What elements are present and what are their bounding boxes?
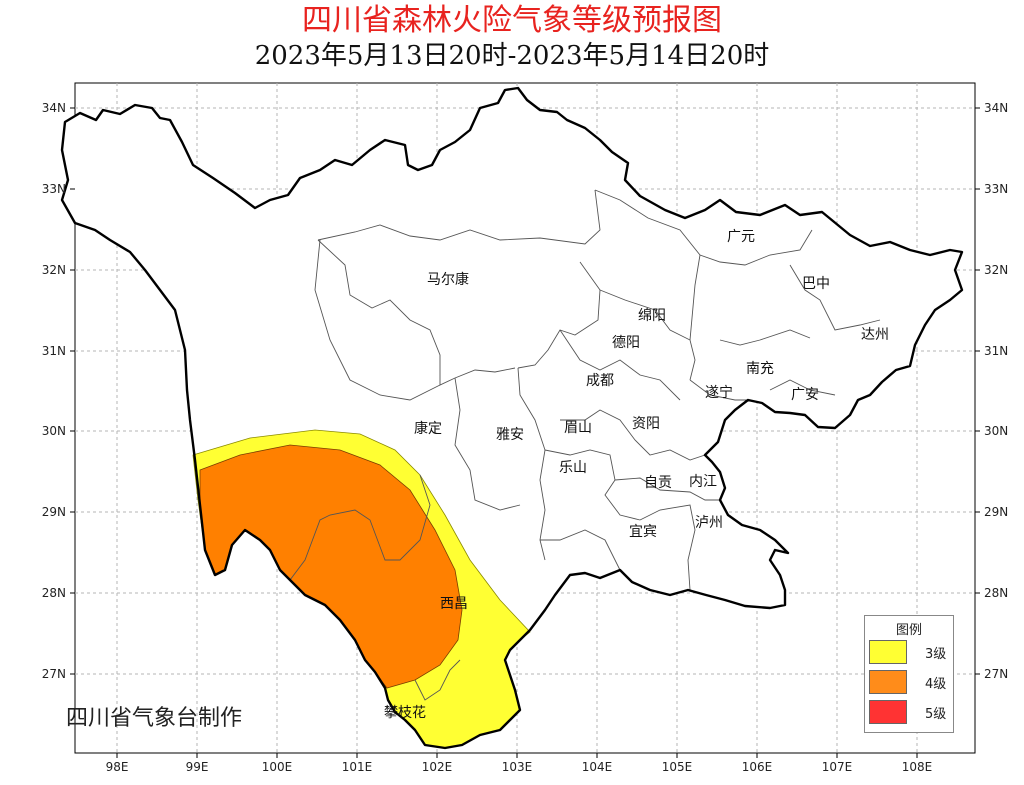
city-label-nanchong: 南充: [746, 361, 774, 377]
city-label-suining: 遂宁: [705, 384, 733, 401]
city-label-chengdu: 成都: [586, 373, 614, 389]
city-label-luzhou: 泸州: [695, 515, 723, 531]
y-tick-label: 27N: [984, 667, 1008, 681]
legend-item: 3级: [865, 637, 953, 667]
city-label-yaan: 雅安: [496, 427, 524, 443]
legend-swatch-level-4: [869, 670, 907, 694]
city-label-dazhou: 达州: [861, 327, 889, 343]
y-tick-label: 31N: [984, 344, 1008, 358]
city-label-xichang: 西昌: [440, 596, 468, 612]
y-axis-labels-right: 34N 33N 32N 31N 30N 29N 28N 27N: [984, 101, 1008, 681]
y-tick-label: 28N: [42, 586, 66, 600]
city-label-guangyuan: 广元: [727, 229, 755, 245]
y-tick-label: 30N: [42, 424, 66, 438]
city-label-maerkang: 马尔康: [427, 271, 469, 288]
city-label-deyang: 德阳: [612, 335, 640, 351]
legend-title: 图例: [895, 623, 922, 638]
y-tick-label: 31N: [42, 344, 66, 358]
x-tick-label: 99E: [186, 760, 209, 774]
x-tick-label: 102E: [422, 760, 453, 774]
legend-item: 4级: [865, 667, 953, 697]
city-label-yibin: 宜宾: [629, 524, 657, 540]
city-label-meishan: 眉山: [564, 420, 592, 436]
city-label-kangding: 康定: [414, 420, 442, 437]
y-tick-label: 34N: [42, 101, 66, 115]
x-tick-label: 104E: [582, 760, 613, 774]
x-axis-labels: 98E 99E 100E 101E 102E 103E 104E 105E 10…: [106, 760, 933, 774]
y-tick-label: 29N: [984, 505, 1008, 519]
city-labels: 马尔康 广元 巴中 绵阳 德阳 达州 南充 成都 遂宁 广安 康定 雅安 眉山 …: [384, 229, 889, 721]
y-tick-label: 29N: [42, 505, 66, 519]
y-tick-label: 27N: [42, 667, 66, 681]
x-tick-label: 103E: [502, 760, 533, 774]
y-axis-labels-left: 34N 33N 32N 31N 30N 29N 28N 27N: [42, 101, 66, 681]
city-label-neijiang: 内江: [689, 474, 717, 490]
x-tick-label: 108E: [902, 760, 933, 774]
city-label-panzhihua: 攀枝花: [384, 705, 426, 721]
y-tick-label: 32N: [984, 263, 1008, 277]
y-tick-label: 28N: [984, 586, 1008, 600]
x-tick-label: 106E: [742, 760, 773, 774]
sichuan-border: [60, 86, 964, 750]
y-tick-label: 32N: [42, 263, 66, 277]
map-title: 四川省森林火险气象等级预报图: [302, 3, 722, 38]
city-label-leshan: 乐山: [559, 460, 587, 476]
x-tick-label: 100E: [262, 760, 293, 774]
x-axis-ticks: [116, 753, 918, 758]
x-tick-label: 107E: [822, 760, 853, 774]
x-tick-label: 98E: [106, 760, 129, 774]
city-label-bazhong: 巴中: [802, 276, 830, 292]
y-tick-label: 33N: [984, 182, 1008, 196]
x-tick-label: 105E: [662, 760, 693, 774]
legend-item: 5级: [865, 697, 953, 727]
city-label-ziyang: 资阳: [632, 416, 660, 432]
prefecture-boundaries: [289, 189, 881, 701]
x-tick-label: 101E: [342, 760, 373, 774]
legend-label: 5级: [925, 706, 947, 722]
sichuan-province-outline: [62, 88, 962, 748]
legend-swatch-level-3: [869, 640, 907, 664]
y-axis-ticks: [70, 107, 980, 675]
producer-credit: 四川省气象台制作: [66, 706, 243, 731]
legend-label: 4级: [925, 676, 947, 692]
legend-swatch-level-5: [869, 700, 907, 724]
map-subtitle: 2023年5月13日20时-2023年5月14日20时: [254, 41, 770, 71]
legend-label: 3级: [925, 646, 947, 662]
city-label-guangan: 广安: [791, 387, 819, 403]
y-tick-label: 30N: [984, 424, 1008, 438]
city-label-mianyang: 绵阳: [638, 307, 666, 324]
y-tick-label: 34N: [984, 101, 1008, 115]
legend: 图例 3级 4级 5级: [864, 615, 954, 733]
city-label-zigong: 自贡: [644, 475, 672, 491]
y-tick-label: 33N: [42, 182, 66, 196]
